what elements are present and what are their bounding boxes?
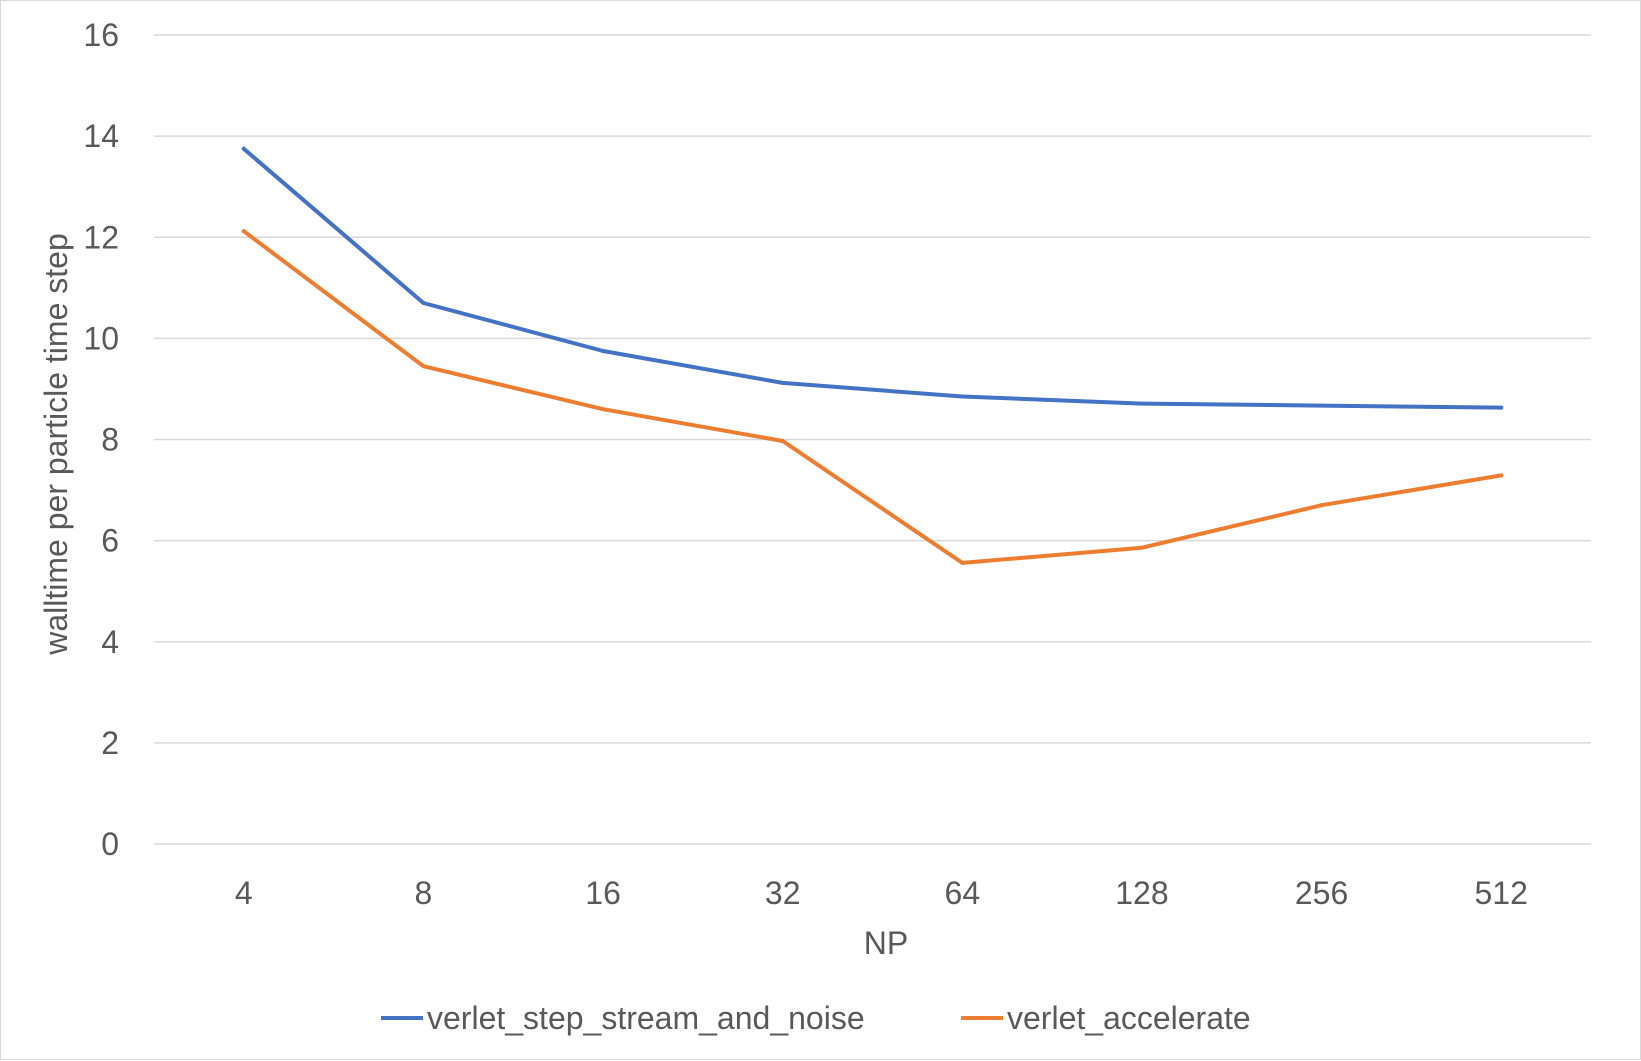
gridlines [154, 34, 1591, 845]
y-tick-label: 0 [101, 826, 119, 862]
data-point [241, 146, 246, 151]
data-point [421, 300, 426, 305]
data-point [960, 394, 965, 399]
data-point [601, 407, 606, 412]
series-line-verlet_step_stream_and_noise [241, 146, 1504, 410]
legend-label: verlet_accelerate [1007, 1000, 1251, 1036]
y-tick-label: 8 [101, 422, 119, 458]
data-point [960, 560, 965, 565]
legend: verlet_step_stream_and_noise verlet_accel… [381, 1000, 1251, 1036]
data-point [241, 229, 246, 234]
y-tick-label: 16 [83, 17, 119, 53]
data-point [1499, 405, 1504, 410]
data-point [780, 380, 785, 385]
data-point [1139, 545, 1144, 550]
x-tick-label: 32 [765, 875, 801, 911]
series-line-verlet_accelerate [241, 229, 1504, 565]
data-point [780, 439, 785, 444]
legend-label: verlet_step_stream_and_noise [427, 1000, 865, 1036]
y-tick-label: 2 [101, 725, 119, 761]
data-point [601, 349, 606, 354]
y-tick-label: 12 [83, 219, 119, 255]
x-axis-title: NP [864, 925, 908, 961]
x-tick-label: 512 [1474, 875, 1527, 911]
y-tick-label: 10 [83, 320, 119, 356]
data-point [1139, 401, 1144, 406]
x-tick-label: 128 [1115, 875, 1168, 911]
x-tick-label: 4 [235, 875, 253, 911]
data-point [1319, 503, 1324, 508]
y-tick-label: 6 [101, 523, 119, 559]
y-axis-ticks: 0 2 4 6 8 10 12 14 16 [83, 17, 119, 862]
series-lines [241, 146, 1504, 565]
data-point [1319, 403, 1324, 408]
x-tick-label: 8 [415, 875, 433, 911]
x-tick-label: 64 [945, 875, 981, 911]
y-tick-label: 4 [101, 624, 119, 660]
y-axis-title: walltime per particle time step [38, 233, 74, 655]
x-tick-label: 256 [1295, 875, 1348, 911]
data-point [1499, 473, 1504, 478]
x-tick-label: 16 [585, 875, 621, 911]
data-point [421, 364, 426, 369]
y-tick-label: 14 [83, 118, 119, 154]
x-axis-ticks: 4 8 16 32 64 128 256 512 [235, 875, 1528, 911]
